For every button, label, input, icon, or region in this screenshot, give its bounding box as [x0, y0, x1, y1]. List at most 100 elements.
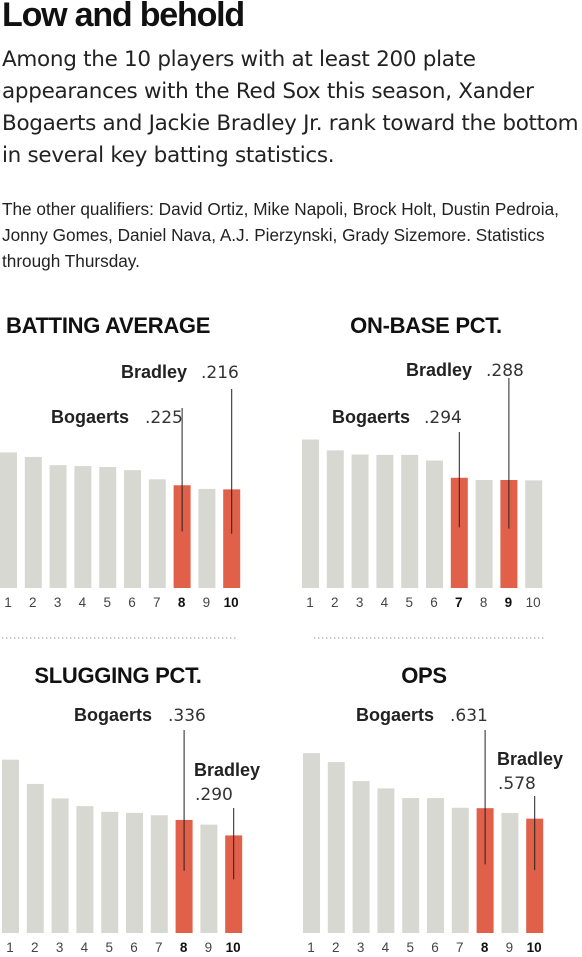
tick-label: 3	[357, 940, 365, 955]
player-name: Bradley	[497, 749, 563, 769]
bar-7	[148, 479, 166, 588]
bar-9	[500, 480, 518, 588]
bar-9	[198, 488, 216, 588]
player-value: .631	[450, 706, 488, 726]
tick-label: 1	[4, 595, 12, 610]
bar-10	[225, 835, 243, 933]
tick-label: 10	[527, 940, 542, 955]
player-name: Bradley	[194, 760, 260, 780]
bar-3	[352, 781, 370, 933]
player-value: .336	[168, 706, 206, 726]
tick-label: 2	[29, 595, 37, 610]
tick-label: 1	[307, 940, 315, 955]
headline: Low and behold	[2, 0, 245, 34]
bar-1	[303, 753, 320, 933]
bar-10	[525, 480, 543, 588]
tick-label: 1	[6, 940, 14, 955]
bar-9	[200, 824, 218, 933]
tick-label: 10	[526, 595, 541, 610]
panel-title: BATTING AVERAGE	[6, 313, 210, 338]
player-value: .578	[498, 774, 536, 794]
tick-label: 7	[153, 595, 161, 610]
tick-label: 9	[505, 595, 513, 610]
tick-label: 4	[79, 595, 87, 610]
player-name: Bogaerts	[332, 407, 410, 427]
tick-label: 9	[205, 940, 213, 955]
tick-label: 5	[103, 595, 111, 610]
tick-label: 9	[203, 595, 211, 610]
tick-label: 6	[130, 940, 138, 955]
bar-3	[351, 454, 369, 588]
bar-5	[402, 798, 420, 933]
bar-5	[401, 454, 419, 588]
bar-1	[302, 439, 319, 588]
tick-label: 8	[481, 940, 489, 955]
tick-label: 6	[128, 595, 136, 610]
bar-2	[24, 456, 42, 588]
bar-6	[426, 460, 443, 588]
qualifiers-note: The other qualifiers: David Ortiz, Mike …	[2, 199, 559, 271]
bar-8	[175, 819, 193, 933]
tick-label: 7	[455, 595, 463, 610]
tick-label: 2	[331, 595, 339, 610]
bar-4	[76, 806, 94, 933]
tick-label: 4	[381, 595, 389, 610]
bar-7	[451, 807, 469, 933]
bar-3	[49, 465, 67, 588]
bar-4	[377, 788, 395, 933]
tick-label: 5	[105, 940, 113, 955]
tick-label: 8	[480, 595, 488, 610]
tick-label: 6	[431, 940, 439, 955]
player-value: .288	[486, 361, 524, 381]
bar-1	[2, 759, 19, 933]
player-value: .290	[195, 785, 233, 805]
bar-8	[173, 485, 191, 588]
bar-5	[99, 466, 117, 588]
tick-label: 4	[382, 940, 390, 955]
player-value: .294	[424, 408, 462, 428]
bar-2	[326, 450, 344, 588]
bar-6	[427, 798, 444, 933]
tick-label: 8	[178, 595, 186, 610]
bar-6	[126, 812, 143, 933]
tick-label: 2	[332, 940, 340, 955]
player-name: Bradley	[406, 360, 472, 380]
player-name: Bogaerts	[74, 705, 152, 725]
bar-10	[223, 489, 241, 588]
bar-6	[124, 470, 141, 588]
panel-title: OPS	[401, 663, 447, 688]
tick-label: 9	[506, 940, 514, 955]
bar-10	[526, 818, 544, 933]
tick-label: 3	[56, 940, 64, 955]
player-name: Bogaerts	[356, 705, 434, 725]
tick-label: 1	[306, 595, 314, 610]
bar-2	[26, 783, 44, 933]
bar-2	[327, 762, 345, 933]
bar-7	[150, 815, 168, 933]
bar-5	[101, 811, 119, 933]
bar-9	[501, 812, 519, 933]
bar-4	[74, 466, 92, 588]
tick-label: 10	[224, 595, 239, 610]
bar-7	[450, 477, 468, 588]
tick-label: 7	[155, 940, 163, 955]
dek: Among the 10 players with at least 200 p…	[2, 47, 579, 168]
tick-label: 3	[356, 595, 364, 610]
tick-label: 4	[81, 940, 89, 955]
tick-label: 2	[31, 940, 39, 955]
tick-label: 8	[180, 940, 188, 955]
tick-label: 10	[226, 940, 241, 955]
bar-3	[51, 798, 69, 933]
player-value: .216	[201, 363, 239, 383]
player-value: .225	[145, 408, 183, 428]
tick-label: 3	[54, 595, 62, 610]
tick-label: 6	[430, 595, 438, 610]
bar-1	[0, 452, 17, 588]
tick-label: 5	[406, 940, 414, 955]
tick-label: 7	[456, 940, 464, 955]
bar-4	[376, 454, 394, 588]
player-name: Bogaerts	[51, 407, 129, 427]
player-name: Bradley	[121, 362, 187, 382]
bar-8	[476, 808, 494, 933]
